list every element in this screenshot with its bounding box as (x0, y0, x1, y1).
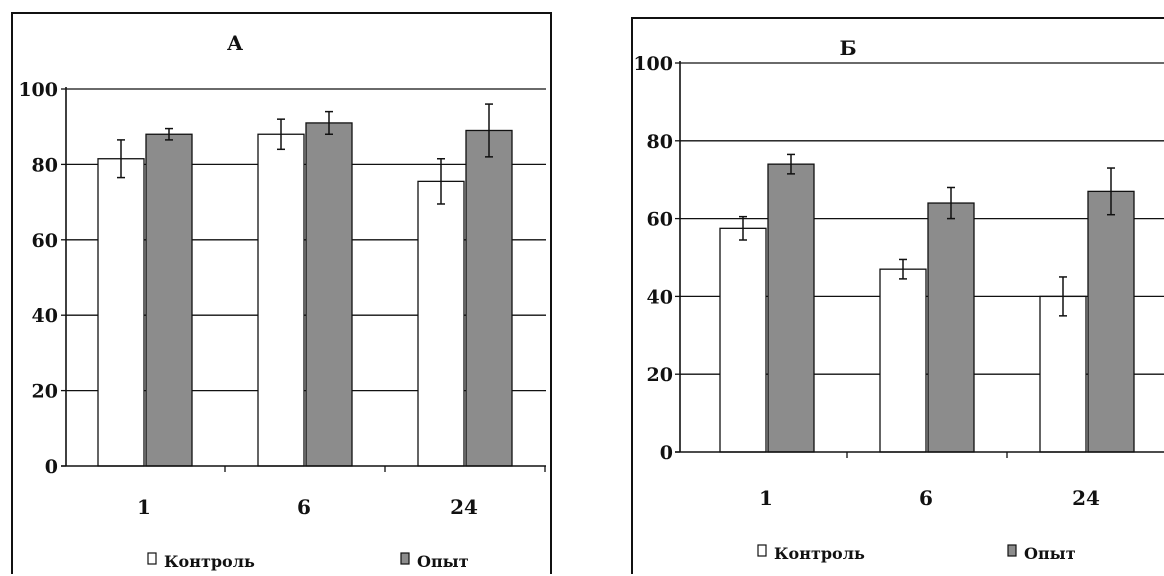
legend-swatch-control-a (147, 552, 157, 565)
legend-swatch-experiment-b (1007, 544, 1017, 557)
y-tick-label-b: 100 (633, 53, 673, 75)
x-tick-label-b: 1 (759, 486, 773, 510)
chart-panel-b: Б 0 20 40 60 80 100 1 6 24 Контроль Опыт (631, 17, 1164, 574)
y-tick-label-a: 0 (45, 456, 58, 478)
bar-control-a (257, 133, 305, 467)
y-tick-label-a: 40 (32, 305, 58, 327)
y-tick-label-b: 80 (647, 131, 673, 153)
bar-experiment-b (927, 202, 975, 453)
legend-swatch-control-b (757, 544, 767, 557)
bar-experiment-b (1087, 190, 1135, 453)
chart-b: Б 0 20 40 60 80 100 1 6 24 Контроль Опыт (633, 36, 1164, 563)
chart-panel-a: А 0 20 40 60 80 100 1 6 24 Контроль Опыт (11, 12, 552, 574)
chart-a: А 0 20 40 60 80 100 1 6 24 Контроль Опыт (18, 31, 546, 571)
legend-label-control-a: Контроль (164, 552, 255, 571)
y-tick-label-b: 0 (660, 442, 673, 464)
y-tick-label-b: 40 (647, 286, 673, 308)
bar-experiment-a (465, 129, 513, 467)
y-tick-label-a: 60 (32, 230, 58, 252)
bar-control-b (719, 227, 767, 453)
legend-label-control-b: Контроль (774, 544, 865, 563)
bar-experiment-a (305, 122, 353, 467)
y-tick-label-a: 80 (32, 154, 58, 176)
legend-label-experiment-b: Опыт (1024, 544, 1076, 563)
bar-control-a (417, 180, 465, 467)
x-tick-label-a: 1 (137, 495, 151, 519)
chart-title-b: Б (839, 36, 856, 60)
x-tick-label-a: 24 (450, 495, 478, 519)
y-tick-label-b: 20 (647, 364, 673, 386)
bar-control-b (879, 268, 927, 453)
x-tick-label-b: 6 (919, 486, 933, 510)
y-tick-label-b: 60 (647, 209, 673, 231)
bar-control-b (1039, 295, 1087, 453)
y-tick-label-a: 20 (32, 381, 58, 403)
y-tick-label-a: 100 (18, 79, 58, 101)
x-tick-label-a: 6 (297, 495, 311, 519)
legend-label-experiment-a: Опыт (417, 552, 469, 571)
bar-experiment-b (767, 163, 815, 453)
x-tick-label-b: 24 (1072, 486, 1100, 510)
bar-control-a (97, 158, 145, 467)
legend-swatch-experiment-a (400, 552, 410, 565)
chart-title-a: А (227, 31, 244, 55)
bar-experiment-a (145, 133, 193, 467)
